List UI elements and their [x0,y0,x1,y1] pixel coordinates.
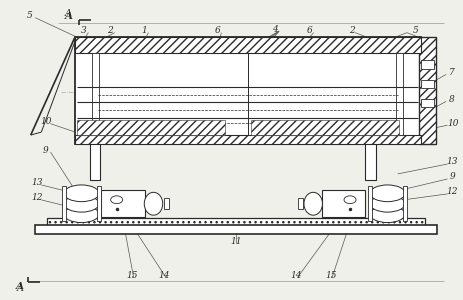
Bar [75,37,421,144]
Ellipse shape [370,206,405,223]
Text: 5: 5 [413,26,418,35]
Text: 12: 12 [446,187,458,196]
Text: A: A [65,9,72,18]
Text: 1: 1 [141,26,147,35]
Ellipse shape [64,206,99,223]
Text: 11: 11 [231,237,242,246]
Text: 13: 13 [446,158,458,166]
Text: A: A [16,282,24,291]
Ellipse shape [370,195,405,212]
Bar [321,190,365,217]
Circle shape [111,196,123,204]
Text: 13: 13 [31,178,43,187]
Bar [163,198,169,209]
Bar [421,99,434,107]
Ellipse shape [144,192,163,215]
Text: 5: 5 [26,11,32,20]
Bar [62,186,66,221]
Text: 3: 3 [81,26,87,35]
Text: 7: 7 [449,68,455,77]
Bar [419,37,437,144]
Bar [101,190,145,217]
Bar [421,60,434,69]
Bar [77,120,225,135]
Text: 9: 9 [43,146,49,154]
Ellipse shape [64,185,99,202]
Text: 14: 14 [290,271,302,280]
Bar [298,198,303,209]
Text: A: A [17,284,24,293]
Bar [421,80,434,88]
Text: 15: 15 [325,271,337,280]
Bar [324,217,363,223]
Bar [403,186,407,221]
Bar [75,135,421,144]
Text: 8: 8 [449,95,455,104]
Bar [92,53,100,135]
Text: 2: 2 [107,26,113,35]
Text: A: A [65,12,73,21]
Ellipse shape [304,192,322,215]
Bar [396,53,403,135]
Text: 12: 12 [31,193,43,202]
Text: 4: 4 [273,25,278,34]
Text: 6: 6 [307,26,313,35]
Ellipse shape [64,195,99,212]
Bar [251,120,399,135]
Bar [104,217,143,223]
Bar [47,218,425,226]
Bar [365,142,375,180]
Bar [75,37,421,53]
Text: 10: 10 [447,118,459,127]
Ellipse shape [370,185,405,202]
Bar [97,186,101,221]
Text: 6: 6 [215,26,220,35]
Bar [90,142,100,180]
Bar [35,225,437,234]
Text: 10: 10 [40,117,52,126]
Bar [368,186,372,221]
Text: 9: 9 [449,172,455,182]
Circle shape [344,196,356,204]
Text: 14: 14 [159,271,170,280]
Text: 15: 15 [126,271,138,280]
Text: 2: 2 [349,26,354,35]
